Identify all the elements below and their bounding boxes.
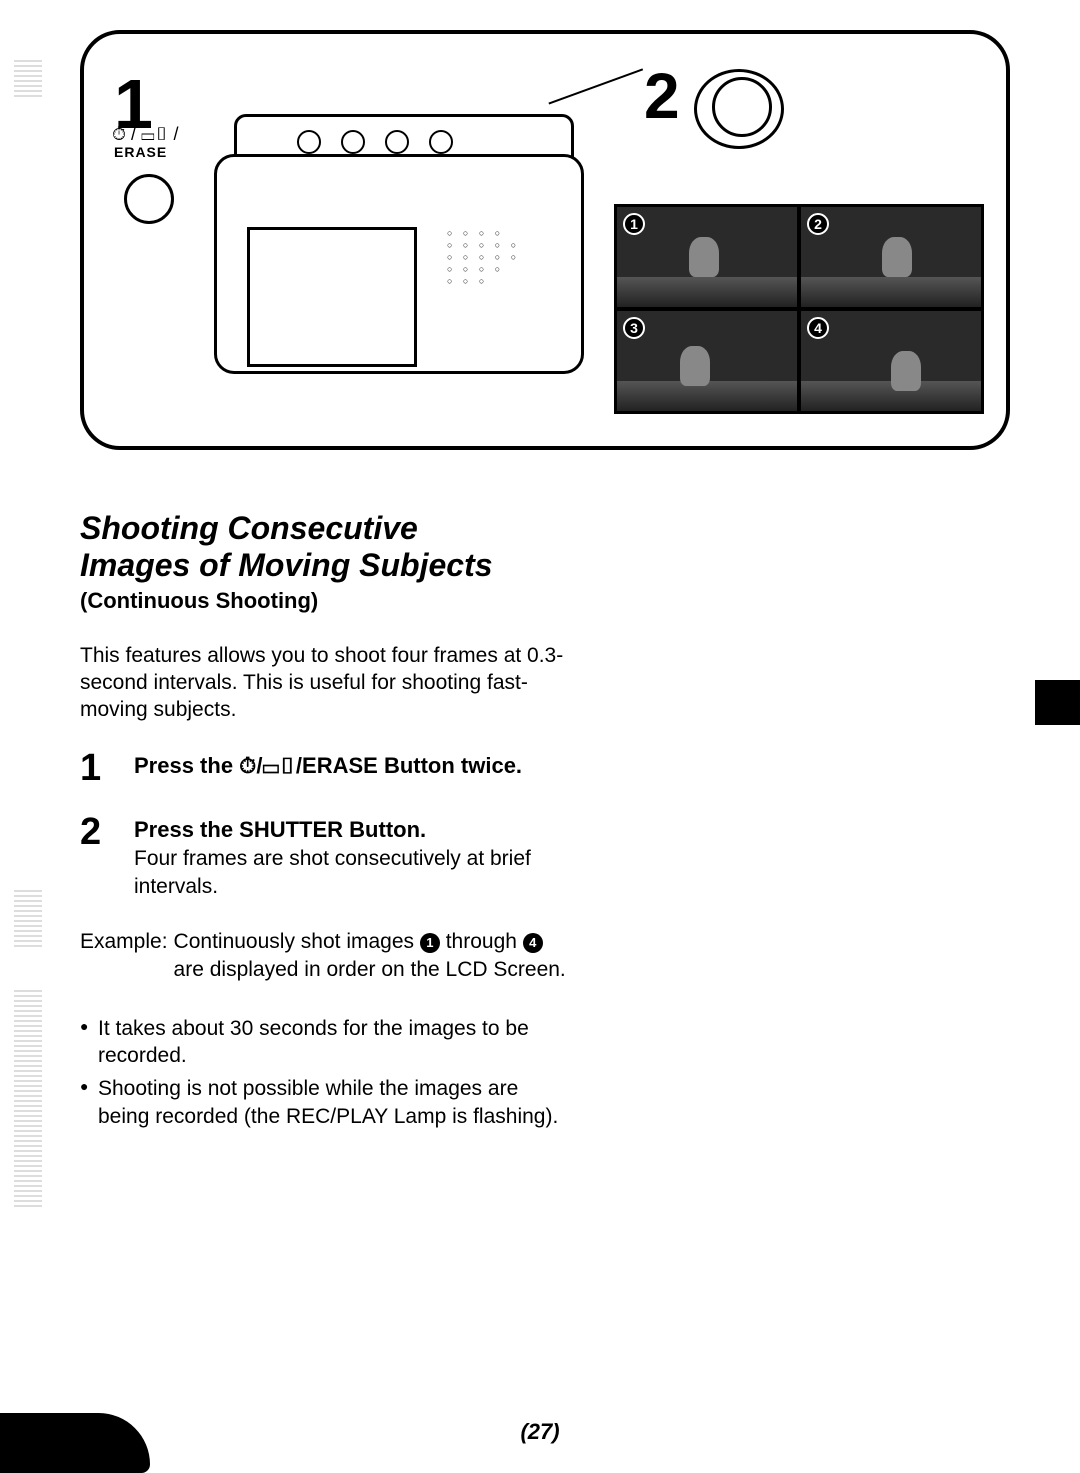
section-tab-icon — [1035, 680, 1080, 725]
section-title: Shooting Consecutive Images of Moving Su… — [80, 510, 570, 584]
note-item: It takes about 30 seconds for the images… — [80, 1015, 570, 1070]
diagram-step1-icons: ⏱ / ▭▯ / — [112, 124, 178, 145]
camera-lcd-icon — [247, 227, 417, 367]
sample-frame: 3 — [617, 311, 797, 411]
camera-top-dials — [297, 127, 557, 157]
title-line: Images of Moving Subjects — [80, 547, 493, 583]
camera-illustration: ○ ○ ○ ○○ ○ ○ ○ ○○ ○ ○ ○ ○○ ○ ○ ○○ ○ ○ — [214, 114, 594, 384]
example-text: through — [446, 930, 523, 953]
frame-number-badge: 4 — [807, 317, 829, 339]
note-item: Shooting is not possible while the image… — [80, 1075, 570, 1130]
content-column: Shooting Consecutive Images of Moving Su… — [80, 510, 570, 1130]
scan-artifact — [14, 60, 42, 100]
scan-artifact — [14, 990, 42, 1210]
diagram-step1-label: ERASE — [114, 144, 167, 160]
example-text: Continuously shot images — [174, 930, 420, 953]
manual-page: 1 ⏱ / ▭▯ / ERASE ○ ○ ○ ○○ ○ ○ ○ ○○ ○ ○ ○… — [0, 0, 1080, 1473]
diagram-step2-number: 2 — [644, 59, 680, 133]
erase-button-icon — [124, 174, 174, 224]
circled-number-icon: 4 — [523, 933, 543, 953]
frame-number-badge: 1 — [623, 213, 645, 235]
example-label: Example: — [80, 928, 168, 985]
step-number: 2 — [80, 813, 114, 900]
circled-number-icon: 1 — [420, 933, 440, 953]
example-paragraph: Example: Continuously shot images 1 thro… — [80, 928, 570, 985]
intro-paragraph: This features allows you to shoot four f… — [80, 642, 570, 724]
title-line: Shooting Consecutive — [80, 510, 418, 546]
step-heading: Press the ⏱/▭▯/ERASE Button twice. — [134, 753, 570, 779]
step-heading: Press the SHUTTER Button. — [134, 817, 570, 843]
step-body: Press the ⏱/▭▯/ERASE Button twice. — [134, 749, 570, 787]
sample-frame: 2 — [801, 207, 981, 307]
section-subtitle: (Continuous Shooting) — [80, 588, 570, 614]
notes-list: It takes about 30 seconds for the images… — [80, 1015, 570, 1130]
instruction-step: 1 Press the ⏱/▭▯/ERASE Button twice. — [80, 749, 570, 787]
example-text: are displayed in order on the LCD Screen… — [174, 958, 566, 981]
step-body: Press the SHUTTER Button. Four frames ar… — [134, 813, 570, 900]
camera-speaker-icon: ○ ○ ○ ○○ ○ ○ ○ ○○ ○ ○ ○ ○○ ○ ○ ○○ ○ ○ — [447, 227, 547, 327]
scan-artifact — [14, 890, 42, 950]
frame-number-badge: 3 — [623, 317, 645, 339]
sample-frames: 1 2 3 4 — [614, 204, 984, 414]
frame-number-badge: 2 — [807, 213, 829, 235]
sample-frame: 1 — [617, 207, 797, 307]
step-text: Four frames are shot consecutively at br… — [134, 845, 570, 900]
leader-line-icon — [548, 68, 659, 149]
diagram-box: 1 ⏱ / ▭▯ / ERASE ○ ○ ○ ○○ ○ ○ ○ ○○ ○ ○ ○… — [80, 30, 1010, 450]
sample-frame: 4 — [801, 311, 981, 411]
camera-body: ○ ○ ○ ○○ ○ ○ ○ ○○ ○ ○ ○ ○○ ○ ○ ○○ ○ ○ — [214, 154, 584, 374]
step-number: 1 — [80, 749, 114, 787]
example-body: Continuously shot images 1 through 4 are… — [168, 928, 570, 985]
instruction-step: 2 Press the SHUTTER Button. Four frames … — [80, 813, 570, 900]
page-number: (27) — [0, 1419, 1080, 1445]
shutter-button-icon — [694, 69, 784, 149]
